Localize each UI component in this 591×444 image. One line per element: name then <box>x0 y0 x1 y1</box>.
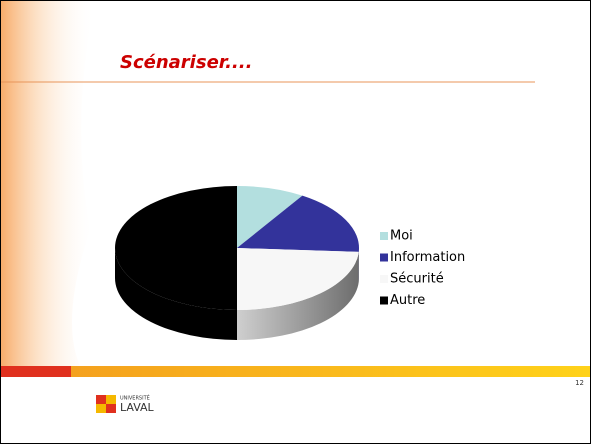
logo-bottom: LAVAL <box>120 401 155 414</box>
slide: Scénariser.... 12 UNIVERSITÉ LAVAL Moi In… <box>0 0 591 444</box>
legend-label: Information <box>390 250 465 265</box>
legend-label: Sécurité <box>390 272 444 287</box>
legend-swatch <box>380 254 388 262</box>
legend-swatch <box>380 297 388 305</box>
legend-label: Autre <box>390 293 425 308</box>
legend-label: Moi <box>390 229 413 244</box>
legend-swatch <box>380 232 388 240</box>
page: Scénariser.... 12 UNIVERSITÉ LAVAL Moi In… <box>0 0 591 444</box>
legend-swatch <box>380 275 388 283</box>
logo-shield-part <box>106 395 116 404</box>
footer-bar-red <box>1 366 71 377</box>
page-number: 12 <box>575 379 584 387</box>
logo: UNIVERSITÉ LAVAL <box>96 394 155 415</box>
footer-bar <box>1 366 590 377</box>
logo-shield-part <box>96 404 106 413</box>
slide-title: Scénariser.... <box>120 52 252 73</box>
